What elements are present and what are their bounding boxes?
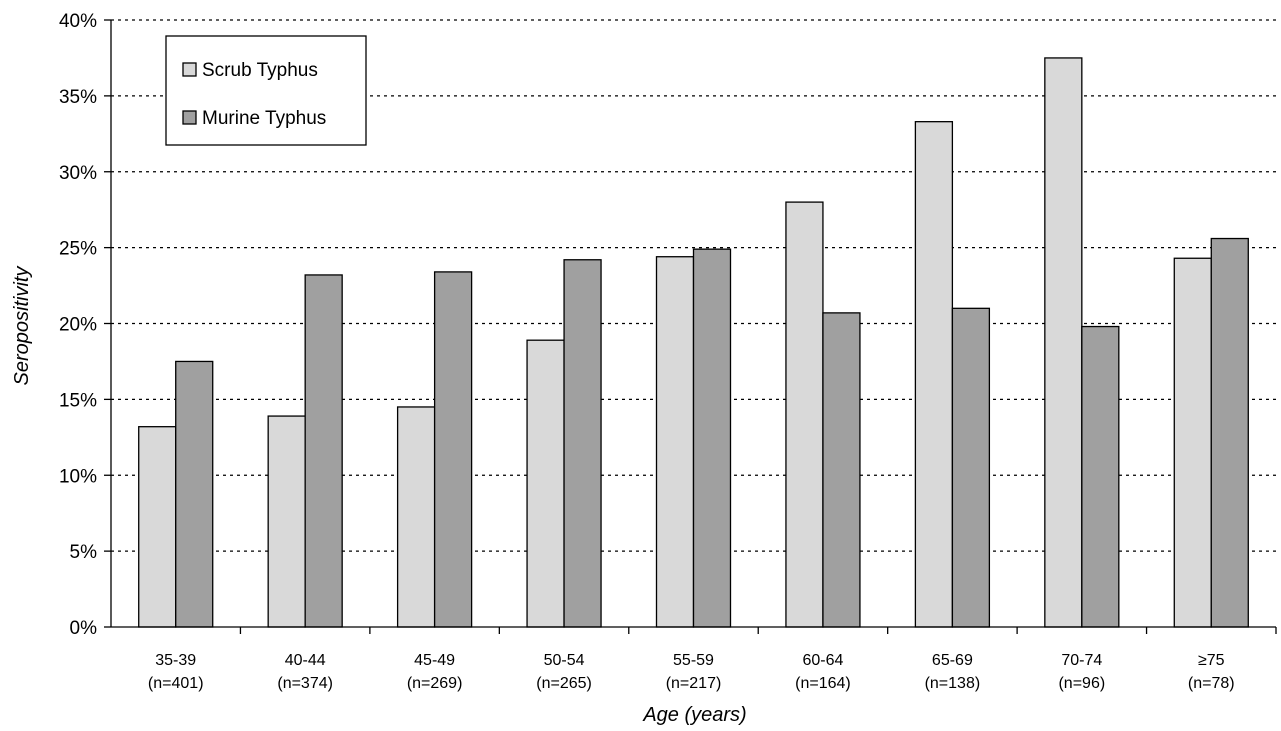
x-tick-label: 65-69 xyxy=(932,652,973,669)
bar-murine-typhus-0 xyxy=(175,360,214,628)
y-tick-label: 15% xyxy=(59,390,97,411)
bar-scrub-typhus-4 xyxy=(655,256,695,628)
x-tick-count-label: (n=374) xyxy=(277,675,333,692)
legend-box xyxy=(165,35,367,146)
legend-label-scrub-typhus: Scrub Typhus xyxy=(202,60,318,81)
legend-swatch-murine-typhus xyxy=(182,110,197,125)
axes xyxy=(110,20,1276,628)
x-tick-count-label: (n=96) xyxy=(1058,675,1105,692)
bar-murine-typhus-7 xyxy=(1081,325,1120,628)
bar-murine-typhus-4 xyxy=(692,248,732,628)
x-tick-count-label: (n=138) xyxy=(925,675,981,692)
y-tick-label: 35% xyxy=(59,87,97,108)
bar-murine-typhus-2 xyxy=(433,271,473,628)
x-tick-count-label: (n=78) xyxy=(1188,675,1235,692)
x-axis-title: Age (years) xyxy=(642,704,746,726)
bar-scrub-typhus-7 xyxy=(1044,57,1083,628)
bar-murine-typhus-1 xyxy=(304,274,343,628)
x-tick-count-label: (n=401) xyxy=(148,675,204,692)
bar-scrub-typhus-1 xyxy=(267,415,306,628)
y-tick-label: 0% xyxy=(70,618,98,639)
legend: Scrub Typhus Murine Typhus xyxy=(165,35,367,146)
x-tick-count-label: (n=217) xyxy=(666,675,722,692)
bar-murine-typhus-5 xyxy=(822,312,861,628)
x-tick-labels: 35-39 (n=401) 40-44 (n=374) 45-49 (n=269) 50-5… xyxy=(148,652,1235,692)
x-tick-label: 70-74 xyxy=(1061,652,1102,669)
y-tick-label: 30% xyxy=(59,163,97,184)
y-tick-label: 10% xyxy=(59,466,97,487)
x-tick-label: 55-59 xyxy=(673,652,714,669)
y-tick-label: 5% xyxy=(70,542,98,563)
x-tick-label: ≥75 xyxy=(1198,652,1225,669)
bar-murine-typhus-8 xyxy=(1210,237,1249,628)
x-tick-label: 50-54 xyxy=(544,652,585,669)
bar-scrub-typhus-8 xyxy=(1173,257,1212,628)
bar-scrub-typhus-5 xyxy=(785,201,824,628)
x-tick-count-label: (n=269) xyxy=(407,675,463,692)
x-tick-count-label: (n=164) xyxy=(795,675,851,692)
bar-scrub-typhus-6 xyxy=(914,121,954,628)
x-tick-label: 40-44 xyxy=(285,652,326,669)
y-axis-title: Seropositivity xyxy=(11,266,33,386)
bar-murine-typhus-3 xyxy=(563,259,602,628)
legend-label-murine-typhus: Murine Typhus xyxy=(202,108,326,129)
legend-swatch-scrub-typhus xyxy=(182,62,197,77)
x-tick-label: 45-49 xyxy=(414,652,455,669)
bar-murine-typhus-6 xyxy=(951,307,991,628)
bar-scrub-typhus-2 xyxy=(396,406,436,628)
y-tick-labels: 0% 5% 10% 15% 20% 25% 30% 35% 40% xyxy=(59,11,97,639)
x-tick-label: 60-64 xyxy=(802,652,843,669)
x-tick-count-label: (n=265) xyxy=(536,675,592,692)
y-tick-label: 20% xyxy=(59,315,97,336)
bar-scrub-typhus-3 xyxy=(526,339,565,628)
y-tick-label: 25% xyxy=(59,239,97,260)
bars xyxy=(138,57,1249,628)
bar-scrub-typhus-0 xyxy=(138,426,177,628)
x-tick-label: 35-39 xyxy=(155,652,196,669)
y-tick-label: 40% xyxy=(59,11,97,32)
